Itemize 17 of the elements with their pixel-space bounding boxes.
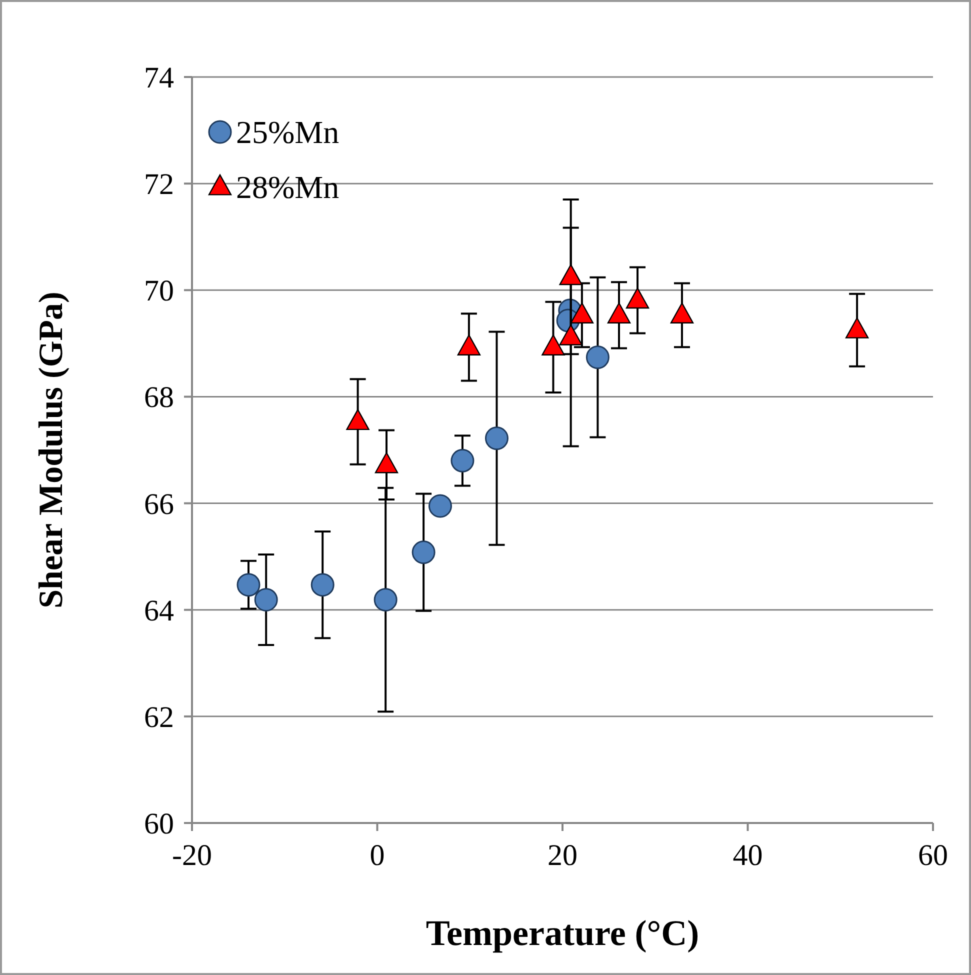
- x-tick-label: 60: [918, 839, 948, 872]
- y-axis-title: Shear Modulus (GPa): [33, 292, 70, 608]
- y-tick-label: 72: [144, 168, 174, 202]
- x-axis-title: Temperature (°C): [426, 913, 700, 953]
- y-tick-label: 62: [144, 700, 174, 734]
- legend-label: 25%Mn: [236, 114, 340, 150]
- y-tick-label: 70: [144, 274, 174, 308]
- x-tick-label: 40: [732, 839, 763, 872]
- y-tick-label: 68: [144, 381, 174, 414]
- y-tick-label: 66: [144, 488, 174, 521]
- x-tick-label: -20: [172, 839, 212, 872]
- x-tick-label: 0: [370, 839, 385, 872]
- y-tick-label: 74: [144, 62, 174, 94]
- x-tick-label: 20: [548, 839, 578, 872]
- legend-label: 28%Mn: [236, 169, 340, 206]
- y-tick-label: 64: [144, 594, 174, 628]
- y-tick-label: 60: [144, 808, 174, 840]
